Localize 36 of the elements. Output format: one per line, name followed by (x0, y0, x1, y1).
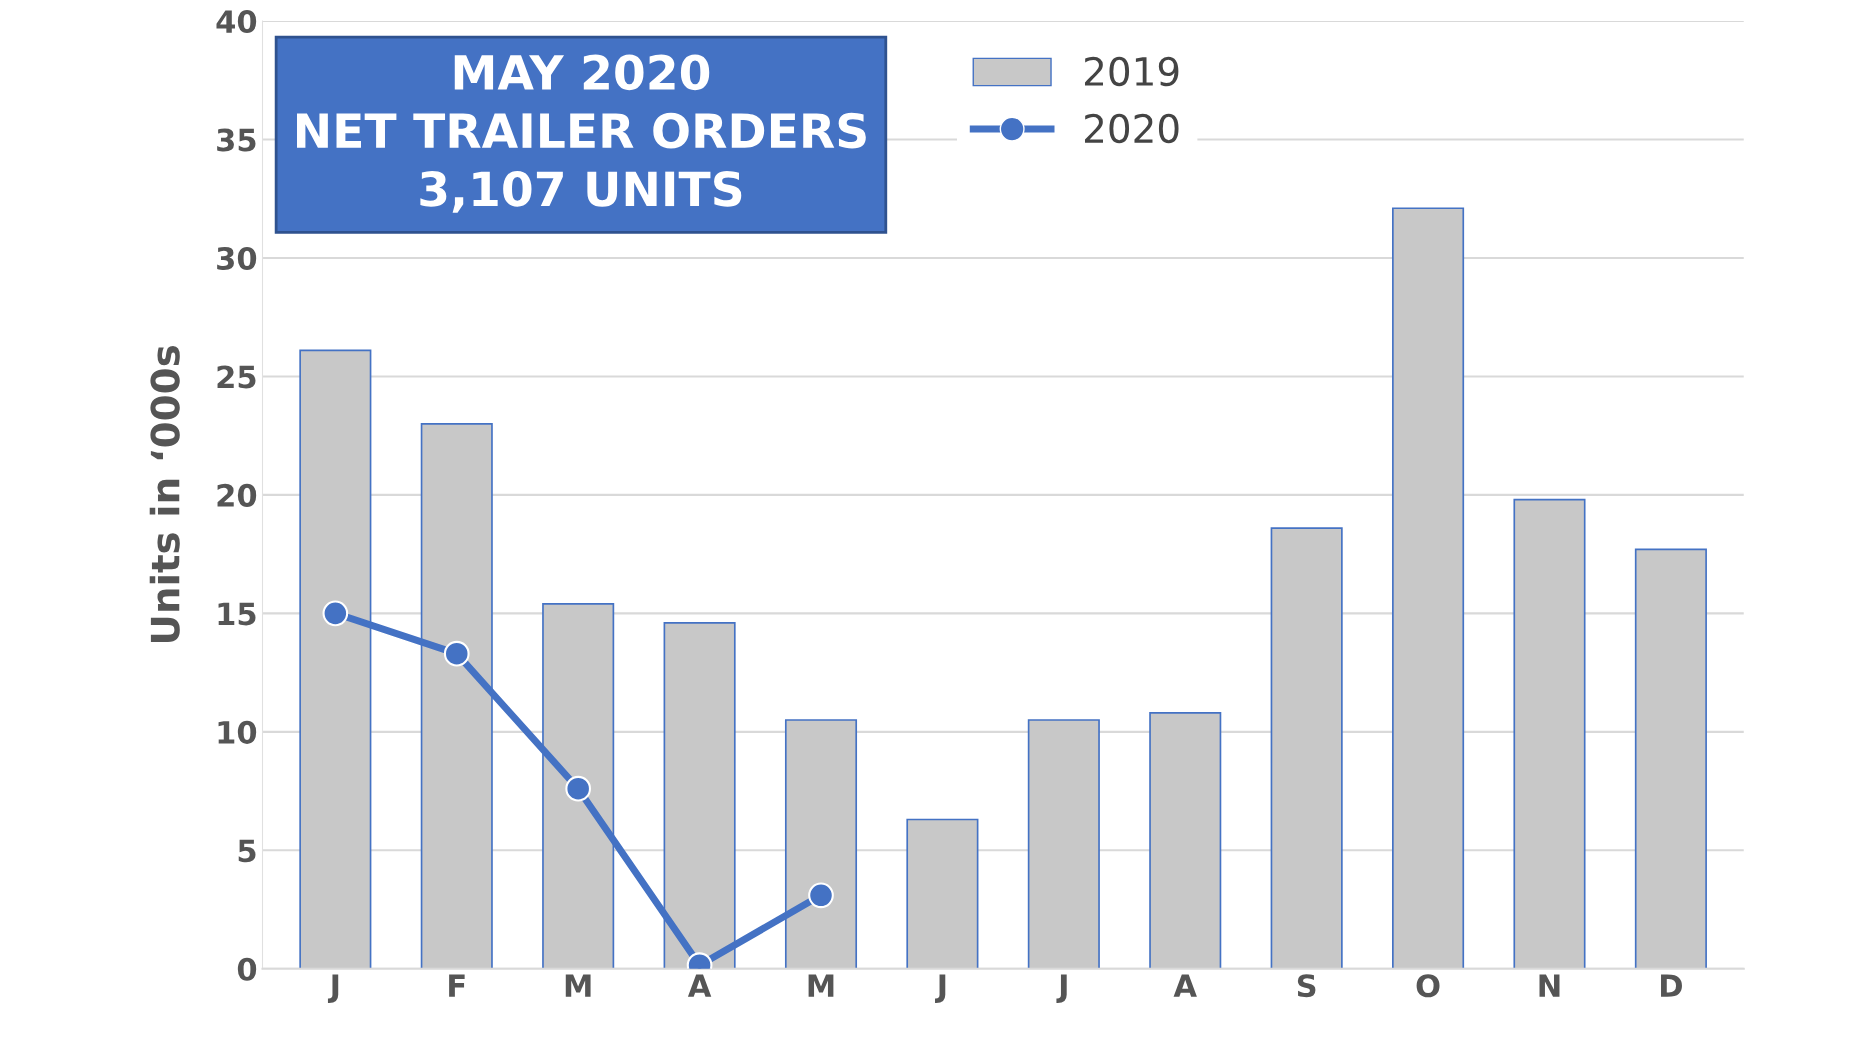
bar (906, 818, 979, 969)
y-tick-label: 40 (216, 9, 257, 34)
point (565, 775, 592, 802)
x-tick-label: J (327, 974, 339, 1003)
y-tick-label: 0 (237, 957, 257, 981)
x-tick-label: F (449, 974, 465, 997)
x-tick-label: O (1416, 974, 1440, 998)
x-tick-label: A (687, 974, 712, 997)
x-tick-label: N (1539, 974, 1560, 997)
x-tick-label: J (935, 974, 946, 1003)
bar (1270, 527, 1343, 969)
y-tick-label: 25 (217, 365, 256, 389)
y-tick-label: 30 (217, 246, 257, 271)
x-tick-label: S (1297, 974, 1316, 998)
bar (1149, 712, 1222, 969)
legend-label: 2019 (1085, 56, 1179, 87)
bar (1634, 548, 1707, 969)
annotation: MAY 2020 NET TRAILER ORDERS 3,107 UNITS (297, 54, 866, 213)
point (443, 640, 470, 667)
bar (1513, 498, 1586, 969)
point (322, 600, 349, 627)
legend-label: 2020 (1085, 113, 1179, 144)
y-axis-title: Units in ‘000s (149, 345, 180, 643)
x-tick-label: M (565, 974, 591, 997)
x-tick-label: M (808, 974, 834, 997)
y-tick-label: 15 (218, 602, 256, 626)
y-tick-label: 35 (217, 128, 256, 152)
y-tick-label: 10 (218, 720, 257, 744)
x-tick-label: A (1173, 974, 1197, 997)
point (808, 882, 834, 909)
bar (1027, 719, 1100, 969)
x-tick-label: J (1056, 974, 1067, 1003)
y-tick-label: 20 (217, 483, 257, 507)
x-tick-label: D (1661, 974, 1682, 997)
y-tick-label: 5 (238, 839, 256, 863)
bar (1392, 207, 1465, 969)
